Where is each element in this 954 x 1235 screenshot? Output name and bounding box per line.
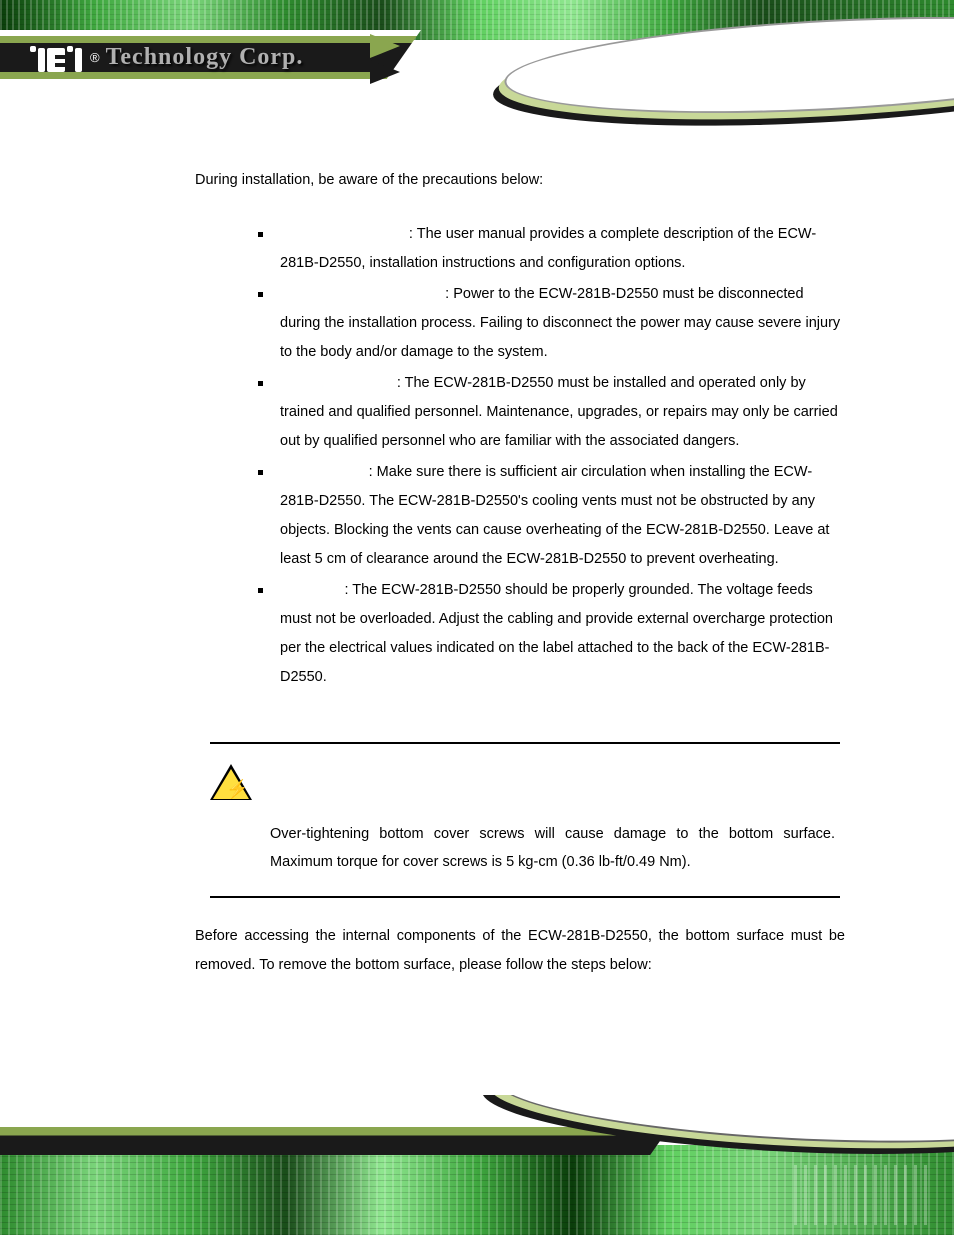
warning-icon: ⚡	[210, 764, 835, 800]
header-banner: ® Technology Corp.	[0, 0, 954, 140]
bullet-text: : The ECW-281B-D2550 must be installed a…	[280, 375, 838, 449]
footer-stripe	[0, 1127, 670, 1155]
brand-text: Technology Corp.	[106, 44, 304, 71]
footer-banner	[0, 1095, 954, 1235]
list-item: : The ECW-281B-D2550 must be installed a…	[258, 369, 845, 456]
bullet-text: : The user manual provides a complete de…	[280, 226, 816, 271]
caution-block: ⚡ Over-tightening bottom cover screws wi…	[210, 742, 840, 899]
intro-paragraph: During installation, be aware of the pre…	[195, 170, 845, 192]
brand-logo: ® Technology Corp.	[30, 42, 303, 72]
caution-text: Over-tightening bottom cover screws will…	[270, 820, 835, 877]
iei-logo-icon	[30, 42, 84, 72]
list-item: : The ECW-281B-D2550 should be properly …	[258, 576, 845, 692]
registered-mark: ®	[90, 50, 100, 65]
bullet-text: : Power to the ECW-281B-D2550 must be di…	[280, 286, 840, 360]
bullet-text: : The ECW-281B-D2550 should be properly …	[280, 582, 833, 685]
page-content: During installation, be aware of the pre…	[195, 170, 845, 979]
precautions-list: : The user manual provides a complete de…	[258, 220, 845, 692]
list-item: : Power to the ECW-281B-D2550 must be di…	[258, 280, 845, 367]
list-item: : The user manual provides a complete de…	[258, 220, 845, 278]
pcb-texture-bottom	[0, 1145, 954, 1235]
list-item: : Make sure there is sufficient air circ…	[258, 458, 845, 574]
after-paragraph: Before accessing the internal components…	[195, 922, 845, 979]
bullet-text: : Make sure there is sufficient air circ…	[280, 464, 829, 567]
rule-bottom	[210, 896, 840, 898]
